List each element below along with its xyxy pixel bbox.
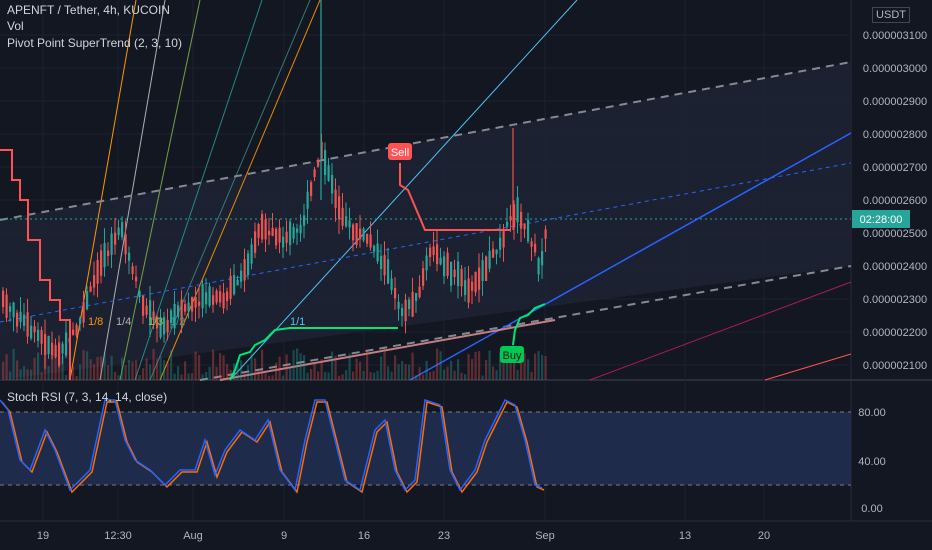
time-tick-label: Sep: [535, 530, 555, 542]
fib-labels: 1/8 1/4 1/3 1/2 1/1: [88, 316, 305, 328]
countdown-label: 02:28:00: [860, 214, 903, 226]
sell-signal[interactable]: Sell: [388, 143, 412, 160]
fib-label-1-4: 1/4: [116, 316, 131, 328]
price-tick-label: 0.000002400: [863, 261, 927, 273]
time-tick-label: 12:30: [104, 530, 132, 542]
rsi-tick-label: 80.00: [858, 407, 886, 419]
symbol-title[interactable]: APENFT / Tether, 4h, KUCOIN: [7, 3, 170, 17]
price-tick-label: 0.000002300: [863, 294, 927, 306]
fib-label-1-1: 1/1: [290, 316, 305, 328]
price-tick-label: 0.000002100: [863, 360, 927, 372]
trend-lines: [219, 132, 852, 381]
volume-bars: [2, 348, 547, 380]
price-tick-label: 0.000002200: [863, 327, 927, 339]
time-axis[interactable]: 19 12:30 Aug 9 16 23 Sep 13 20: [37, 530, 770, 542]
time-tick-label: 20: [758, 530, 770, 542]
time-tick-label: Aug: [183, 530, 203, 542]
parallel-channel: [0, 61, 852, 381]
time-tick-label: 16: [358, 530, 370, 542]
gann-fan: [69, 0, 578, 381]
rsi-tick-label: 40.00: [858, 456, 886, 468]
price-tick-label: 0.000003000: [863, 63, 927, 75]
supertrend-up-line-2: [512, 303, 546, 346]
price-tick-label: 0.000003100: [863, 30, 927, 42]
rsi-band-fill: [0, 412, 851, 485]
supertrend-down-line: [0, 149, 71, 380]
supertrend-down-line-2: [399, 163, 510, 231]
countdown-tag: 02:28:00: [852, 210, 910, 228]
price-axis[interactable]: 0.000003100 0.000003000 0.000002900 0.00000…: [863, 30, 927, 372]
candlesticks: [2, 0, 547, 369]
time-tick-label: 13: [679, 530, 691, 542]
rsi-axis: 80.00 40.00 0.00: [858, 407, 886, 515]
rsi-legend[interactable]: Stoch RSI (7, 3, 14, 14, close): [7, 390, 168, 404]
buy-label: Buy: [503, 350, 522, 362]
rsi-tick-label: 0.00: [861, 503, 882, 515]
price-tick-label: 0.000002500: [863, 228, 927, 240]
buy-signal[interactable]: Buy: [500, 346, 524, 363]
supertrend: [0, 149, 546, 381]
fib-label-1-8: 1/8: [88, 316, 103, 328]
time-tick-label: 23: [438, 530, 450, 542]
fib-label-1-3: 1/3: [148, 316, 163, 328]
rsi-k-line: [0, 398, 543, 492]
time-tick-label: 9: [281, 530, 287, 542]
price-tick-label: 0.000002900: [863, 96, 927, 108]
volume-legend[interactable]: Vol: [7, 19, 24, 33]
price-tick-label: 0.000002800: [863, 129, 927, 141]
price-tick-label: 0.000002600: [863, 195, 927, 207]
supertrend-up-line: [229, 327, 398, 381]
fib-label-1-2: 1/2: [170, 316, 185, 328]
currency-label: USDT: [872, 7, 910, 23]
time-tick-label: 19: [37, 530, 49, 542]
rsi-d-line: [1, 400, 545, 494]
sell-label: Sell: [391, 147, 409, 159]
supertrend-legend[interactable]: Pivot Point SuperTrend (2, 3, 10): [7, 36, 182, 50]
price-tick-label: 0.000002700: [863, 162, 927, 174]
